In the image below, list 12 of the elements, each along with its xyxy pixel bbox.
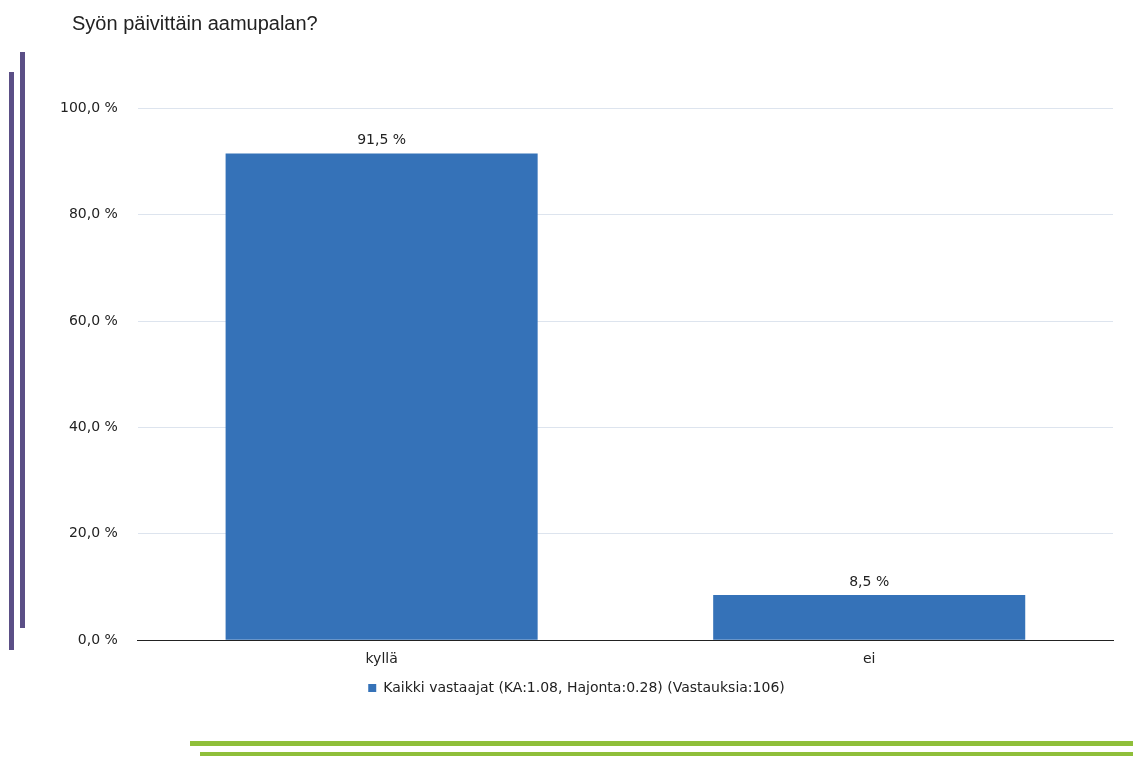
y-tick-label: 100,0 % [59,99,118,116]
y-tick-label: 60,0 % [68,311,118,328]
chart-title: Syön päivittäin aamupalan? [72,12,318,35]
y-tick-label: 80,0 % [68,205,118,222]
x-tick-label: kyllä [365,650,398,667]
y-tick-label: 40,0 % [68,418,118,435]
y-tick-label: 0,0 % [77,630,118,647]
y-tick-label: 20,0 % [68,524,118,541]
x-tick-label: ei [862,650,876,667]
data-label: 91,5 % [357,131,407,148]
legend-label: Kaikki vastaajat (KA:1.08, Hajonta:0.28) (Vastauksia:106) [383,678,785,695]
data-label: 8,5 % [849,572,890,589]
